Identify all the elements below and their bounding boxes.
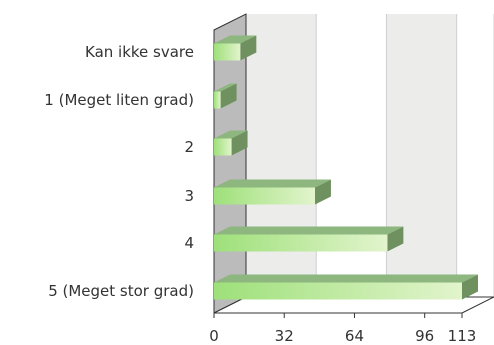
tick-label: 113 [448, 327, 477, 345]
bar [214, 274, 478, 300]
bar [214, 179, 331, 205]
tick-label: 0 [209, 327, 219, 345]
bar [214, 130, 248, 156]
bar-top [214, 179, 331, 188]
bar-front [214, 282, 462, 300]
category-label: Kan ikke svare [85, 43, 194, 61]
tick-label: 32 [275, 327, 294, 345]
bar-side [231, 130, 248, 156]
plot-band [316, 14, 387, 297]
bar-side [462, 274, 478, 300]
tick-label: 64 [345, 327, 364, 345]
bar-series [214, 35, 478, 300]
bar-front [214, 91, 221, 109]
category-label: 4 [184, 234, 194, 252]
category-labels: Kan ikke svare 1 (Meget liten grad) 2 3 4 5 (… [44, 43, 194, 300]
plot-band [246, 14, 317, 297]
bar [214, 83, 237, 109]
bar-side [220, 83, 237, 109]
bar-side [240, 35, 257, 61]
plot-band [386, 14, 457, 297]
bar [214, 35, 257, 61]
category-label: 3 [184, 187, 194, 205]
bar-front [214, 187, 315, 205]
bar-side [314, 179, 331, 205]
bar-front [214, 138, 232, 156]
bar-side [387, 226, 404, 252]
floor [213, 296, 494, 314]
tick-label: 96 [415, 327, 434, 345]
bar-top [214, 226, 404, 235]
x-axis-ticks: 0 32 64 96 113 [209, 313, 476, 345]
bar-front [214, 43, 241, 61]
bar [214, 226, 404, 252]
bar-front [214, 234, 388, 252]
plot-band [456, 14, 494, 297]
bar-top [214, 83, 237, 92]
bar-top [214, 274, 478, 283]
category-label: 1 (Meget liten grad) [44, 91, 194, 109]
bar-top [214, 130, 248, 139]
bar-top [214, 35, 257, 44]
plot-background [213, 14, 494, 314]
category-label: 2 [184, 138, 194, 156]
category-label: 5 (Meget stor grad) [48, 282, 194, 300]
